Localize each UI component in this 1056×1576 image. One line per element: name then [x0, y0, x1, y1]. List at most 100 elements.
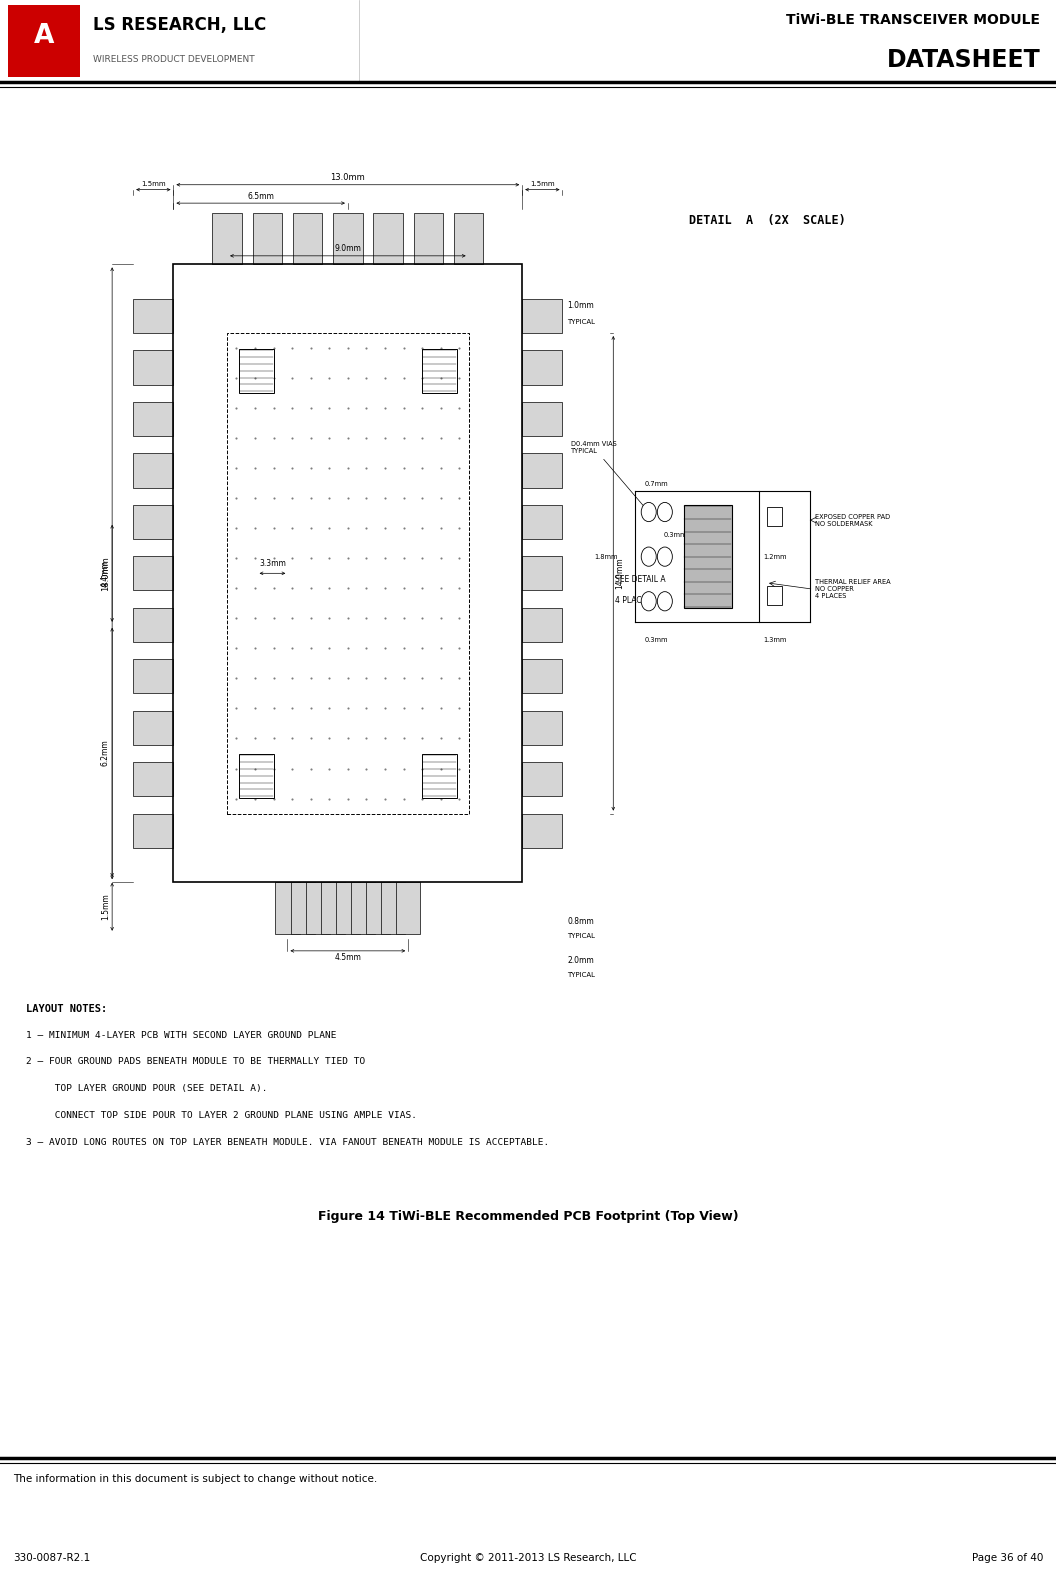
Bar: [133, 711, 173, 745]
Bar: [276, 883, 300, 933]
Text: WIRELESS PRODUCT DEVELOPMENT: WIRELESS PRODUCT DEVELOPMENT: [93, 55, 254, 63]
Text: EXPOSED COPPER PAD
NO SOLDERMASK: EXPOSED COPPER PAD NO SOLDERMASK: [814, 514, 889, 526]
Text: 1.8mm: 1.8mm: [595, 553, 618, 559]
Bar: [767, 586, 781, 605]
Bar: [252, 213, 282, 265]
Text: LAYOUT NOTES:: LAYOUT NOTES:: [26, 1004, 108, 1013]
Bar: [305, 883, 329, 933]
Text: CONNECT TOP SIDE POUR TO LAYER 2 GROUND PLANE USING AMPLE VIAS.: CONNECT TOP SIDE POUR TO LAYER 2 GROUND …: [26, 1111, 417, 1121]
Bar: [523, 299, 563, 333]
Text: 1.2mm: 1.2mm: [763, 553, 787, 559]
Text: The information in this document is subject to change without notice.: The information in this document is subj…: [13, 1474, 377, 1483]
Text: 0.3mm: 0.3mm: [645, 637, 668, 643]
Text: 9.0mm: 9.0mm: [335, 244, 361, 254]
Text: 13.0mm: 13.0mm: [331, 173, 365, 183]
Bar: [366, 883, 390, 933]
Bar: [523, 659, 563, 693]
Bar: [133, 763, 173, 796]
Circle shape: [657, 503, 673, 522]
Bar: [523, 711, 563, 745]
Text: 1.5mm: 1.5mm: [100, 894, 110, 920]
Bar: [321, 883, 345, 933]
Text: 4 PLACES: 4 PLACES: [616, 596, 652, 605]
Bar: [523, 813, 563, 848]
Text: Page 36 of 40: Page 36 of 40: [972, 1554, 1043, 1563]
Bar: [523, 504, 563, 539]
Text: 4.5mm: 4.5mm: [335, 953, 361, 963]
Bar: [421, 348, 456, 392]
Bar: [133, 454, 173, 487]
Bar: [523, 402, 563, 437]
Text: 6.2mm: 6.2mm: [100, 739, 110, 766]
Text: 2 – FOUR GROUND PADS BENEATH MODULE TO BE THERMALLY TIED TO: 2 – FOUR GROUND PADS BENEATH MODULE TO B…: [26, 1057, 365, 1067]
Bar: [133, 608, 173, 641]
Text: Figure 14 TiWi-BLE Recommended PCB Footprint (Top View): Figure 14 TiWi-BLE Recommended PCB Footp…: [318, 1210, 738, 1223]
Text: DATASHEET: DATASHEET: [886, 47, 1040, 72]
Text: 1.5mm: 1.5mm: [142, 181, 166, 188]
Text: LS RESEARCH, LLC: LS RESEARCH, LLC: [93, 16, 266, 33]
Bar: [414, 213, 444, 265]
Circle shape: [657, 547, 673, 566]
Bar: [523, 350, 563, 385]
Text: 2.0mm: 2.0mm: [567, 957, 595, 965]
Bar: [240, 753, 275, 797]
Bar: [767, 507, 781, 526]
Circle shape: [657, 591, 673, 611]
Text: 1.5mm: 1.5mm: [530, 181, 554, 188]
Text: TYPICAL: TYPICAL: [567, 318, 596, 325]
Bar: [523, 608, 563, 641]
Bar: [8, 5, 80, 77]
Text: 330-0087-R2.1: 330-0087-R2.1: [13, 1554, 90, 1563]
Bar: [351, 883, 375, 933]
Text: 1.0mm: 1.0mm: [567, 301, 595, 310]
Bar: [133, 556, 173, 591]
Bar: [133, 350, 173, 385]
Text: 3 – AVOID LONG ROUTES ON TOP LAYER BENEATH MODULE. VIA FANOUT BENEATH MODULE IS : 3 – AVOID LONG ROUTES ON TOP LAYER BENEA…: [26, 1138, 550, 1147]
Bar: [212, 213, 242, 265]
Text: 3.3mm: 3.3mm: [259, 559, 286, 569]
Bar: [333, 213, 362, 265]
Circle shape: [641, 503, 656, 522]
Bar: [133, 299, 173, 333]
Circle shape: [641, 547, 656, 566]
Bar: [523, 454, 563, 487]
Text: 4.4mm: 4.4mm: [100, 559, 110, 586]
Bar: [227, 333, 469, 813]
Bar: [454, 213, 484, 265]
Bar: [240, 348, 275, 392]
Text: 18.0mm: 18.0mm: [100, 556, 110, 591]
Text: 14.0mm: 14.0mm: [616, 558, 625, 589]
Text: A: A: [34, 24, 55, 49]
Text: 0.8mm: 0.8mm: [567, 917, 595, 927]
Text: 0.3mm: 0.3mm: [664, 533, 687, 539]
Bar: [421, 753, 456, 797]
Bar: [133, 402, 173, 437]
Bar: [336, 883, 360, 933]
Text: 1 – MINIMUM 4-LAYER PCB WITH SECOND LAYER GROUND PLANE: 1 – MINIMUM 4-LAYER PCB WITH SECOND LAYE…: [26, 1031, 337, 1040]
Text: TYPICAL: TYPICAL: [567, 933, 596, 939]
Text: 1.3mm: 1.3mm: [763, 637, 787, 643]
Text: THERMAL RELIEF AREA
NO COPPER
4 PLACES: THERMAL RELIEF AREA NO COPPER 4 PLACES: [814, 580, 890, 599]
Text: TiWi-BLE TRANSCEIVER MODULE: TiWi-BLE TRANSCEIVER MODULE: [786, 13, 1040, 27]
Bar: [173, 265, 523, 883]
Bar: [133, 813, 173, 848]
Text: 0.7mm: 0.7mm: [645, 481, 668, 487]
Bar: [381, 883, 406, 933]
Text: SEE DETAIL A: SEE DETAIL A: [616, 575, 666, 585]
Bar: [293, 213, 322, 265]
Bar: [683, 506, 732, 608]
Bar: [133, 504, 173, 539]
Text: DETAIL  A  (2X  SCALE): DETAIL A (2X SCALE): [690, 214, 846, 227]
Bar: [523, 556, 563, 591]
Bar: [290, 883, 315, 933]
Bar: [133, 659, 173, 693]
Circle shape: [641, 591, 656, 611]
Text: TOP LAYER GROUND POUR (SEE DETAIL A).: TOP LAYER GROUND POUR (SEE DETAIL A).: [26, 1084, 268, 1094]
Text: D0.4mm VIAS
TYPICAL: D0.4mm VIAS TYPICAL: [571, 441, 646, 509]
Text: 6.5mm: 6.5mm: [247, 192, 275, 200]
Bar: [374, 213, 402, 265]
Bar: [396, 883, 420, 933]
Text: TYPICAL: TYPICAL: [567, 972, 596, 979]
Bar: [523, 763, 563, 796]
Text: Copyright © 2011-2013 LS Research, LLC: Copyright © 2011-2013 LS Research, LLC: [419, 1554, 637, 1563]
